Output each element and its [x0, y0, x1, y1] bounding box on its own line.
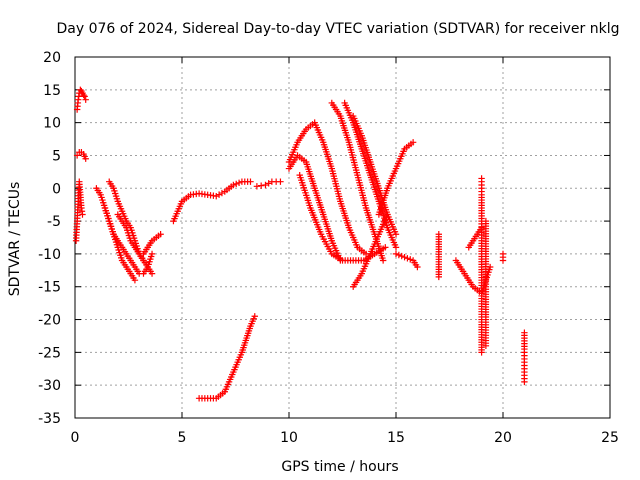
x-axis-label: GPS time / hours [281, 459, 398, 475]
series-f [101, 204, 156, 277]
y-tick-label: -15 [38, 280, 61, 296]
x-tick-label: 15 [387, 430, 405, 446]
y-tick-label: 15 [43, 83, 61, 99]
y-tick-label: 0 [52, 181, 61, 197]
data-point-marker [215, 191, 223, 198]
data-point-marker [251, 313, 258, 320]
data-point-marker [218, 189, 226, 197]
tick-layer: 0 5 10 15 20 25 -35 -30 -25 -20 -15 -10 -5 0 5 10 15 20 [38, 50, 619, 446]
series-s [375, 139, 417, 218]
y-axis-label: SDTVAR / TECUs [7, 182, 23, 297]
data-point-marker [435, 273, 442, 281]
data-point-marker [77, 86, 84, 94]
data-point-marker [257, 182, 265, 189]
data-point-marker [80, 91, 87, 99]
data-point-marker [414, 263, 421, 271]
data-point-marker [262, 181, 269, 189]
series-j [253, 178, 284, 190]
series-z [499, 250, 507, 264]
y-tick-label: -30 [38, 378, 61, 394]
y-tick-label: -5 [47, 214, 61, 230]
data-point-marker [407, 256, 414, 263]
data-point-marker [395, 251, 403, 259]
data-point-marker [401, 253, 408, 261]
y-tick-label: -35 [38, 411, 61, 427]
series-aa [521, 329, 528, 386]
data-point-marker [148, 270, 156, 277]
data-point-marker [478, 175, 485, 182]
data-point-marker [81, 93, 88, 100]
series-r [350, 211, 391, 290]
data-point-marker [73, 152, 81, 159]
series-t [392, 250, 421, 271]
data-point-marker [521, 378, 528, 386]
series-g [114, 211, 156, 277]
data-point-marker [409, 139, 417, 146]
y-tick-label: -20 [38, 313, 61, 329]
y-tick-label: 5 [52, 148, 61, 164]
data-point-marker [499, 257, 507, 264]
data-point-marker [392, 231, 400, 238]
x-tick-label: 0 [71, 430, 80, 446]
x-tick-label: 10 [280, 430, 298, 446]
y-tick-label: -10 [38, 247, 61, 263]
series-p [341, 99, 400, 251]
data-point-marker [131, 276, 139, 284]
data-point-marker [392, 244, 400, 251]
data-point-marker [253, 183, 261, 190]
data-point-marker [379, 257, 387, 264]
series-x [478, 175, 485, 356]
series-y [482, 217, 490, 349]
y-tick-label: 10 [43, 116, 61, 132]
y-tick-label: 20 [43, 50, 61, 66]
data-point-marker [82, 155, 89, 162]
data-point-marker [157, 231, 164, 238]
x-tick-label: 20 [494, 430, 512, 446]
data-point-marker [384, 211, 391, 218]
marker-layer [72, 86, 528, 402]
series-c [72, 178, 86, 244]
y-tick-label: -25 [38, 345, 61, 361]
series-h [140, 231, 164, 258]
series-m [285, 152, 344, 264]
data-point-marker [392, 250, 400, 258]
data-point-marker [482, 217, 490, 225]
grid-layer [75, 57, 610, 418]
data-point-marker [404, 255, 411, 262]
data-point-marker [82, 96, 89, 103]
chart-title: Day 076 of 2024, Sidereal Day-to-day VTE… [57, 21, 620, 37]
data-point-marker [213, 192, 220, 200]
data-point-marker [398, 252, 405, 260]
x-tick-label: 5 [178, 430, 187, 446]
data-point-marker [235, 179, 243, 187]
series-k [195, 313, 258, 402]
series-i [170, 178, 254, 225]
series-b [73, 148, 89, 162]
data-point-marker [230, 181, 237, 189]
series-a [73, 86, 89, 113]
x-tick-label: 25 [601, 430, 619, 446]
data-point-marker [265, 180, 272, 187]
data-point-marker [277, 178, 284, 185]
series-u [435, 231, 442, 281]
data-point-marker [79, 211, 86, 218]
data-point-marker [247, 178, 254, 185]
data-point-marker [148, 250, 156, 258]
series-l [285, 119, 370, 258]
data-point-marker [382, 244, 389, 251]
data-point-marker [233, 180, 240, 188]
